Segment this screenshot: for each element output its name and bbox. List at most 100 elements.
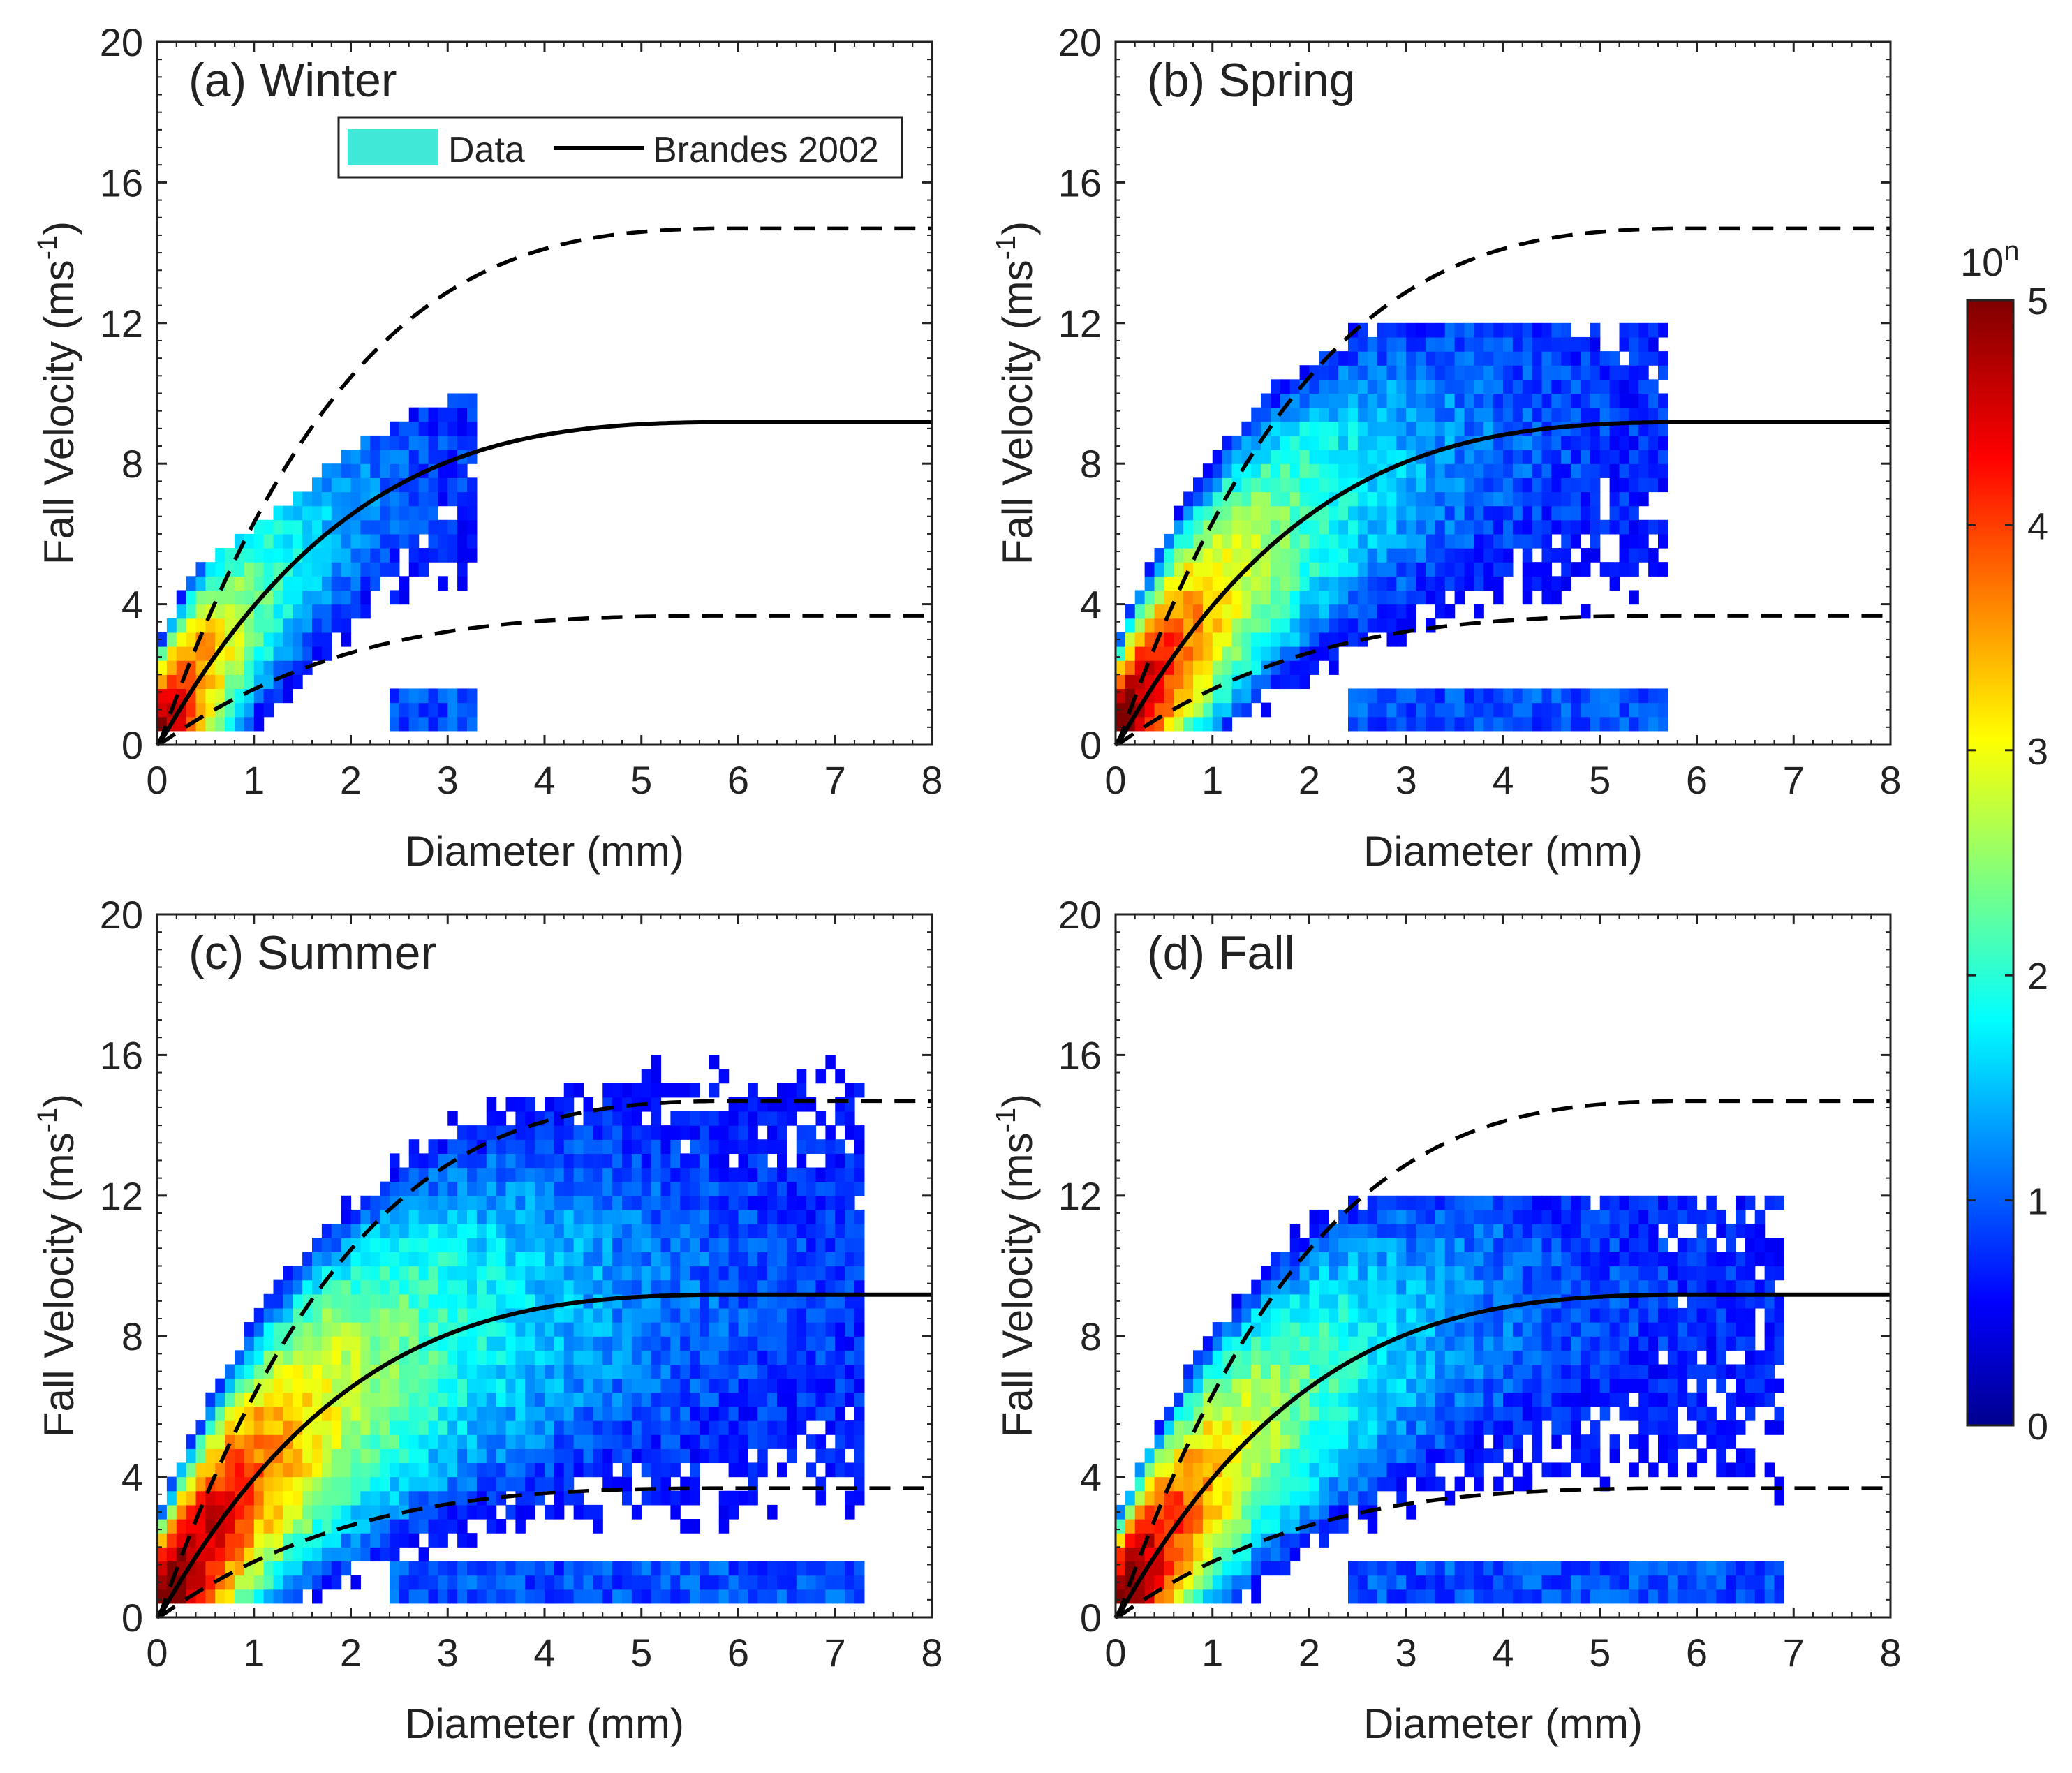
heatmap-cell xyxy=(535,1434,545,1449)
heatmap-cell xyxy=(738,1167,748,1182)
heatmap-cell xyxy=(1357,1392,1368,1407)
heatmap-cell xyxy=(457,1364,468,1379)
heatmap-cell xyxy=(700,1181,710,1196)
heatmap-cell xyxy=(1309,646,1319,661)
heatmap-cell xyxy=(1454,1238,1465,1252)
x-tick-label: 2 xyxy=(1298,758,1320,802)
heatmap-cell xyxy=(1541,562,1552,577)
heatmap-cell xyxy=(525,1181,535,1196)
heatmap-cell xyxy=(1319,562,1329,577)
heatmap-cell xyxy=(1464,1561,1474,1576)
heatmap-cell xyxy=(1648,519,1659,535)
heatmap-cell xyxy=(1329,1279,1339,1295)
heatmap-cell xyxy=(1406,590,1416,605)
heatmap-cell xyxy=(418,1392,429,1407)
heatmap-cell xyxy=(1386,1224,1397,1238)
heatmap-cell xyxy=(1590,533,1601,549)
heatmap-cell xyxy=(1309,1434,1319,1449)
heatmap-cell xyxy=(660,1139,671,1154)
heatmap-cell xyxy=(583,1434,593,1449)
heatmap-cell xyxy=(515,1181,526,1196)
heatmap-cell xyxy=(622,1378,632,1393)
heatmap-cell xyxy=(1406,688,1416,704)
heatmap-cell xyxy=(273,1350,283,1365)
heatmap-cell xyxy=(738,1575,748,1590)
heatmap-cell xyxy=(1581,548,1591,563)
heatmap-cell xyxy=(631,1378,642,1393)
heatmap-cell xyxy=(622,1111,632,1126)
heatmap-cell xyxy=(1125,604,1136,619)
heatmap-cell xyxy=(1426,590,1436,605)
heatmap-cell xyxy=(690,1322,700,1337)
heatmap-cell xyxy=(815,1224,826,1238)
heatmap-cell xyxy=(748,1322,758,1337)
heatmap-cell xyxy=(1493,688,1504,704)
heatmap-cell xyxy=(1202,1378,1213,1393)
heatmap-cell xyxy=(1319,1504,1329,1520)
heatmap-cell xyxy=(331,1238,342,1252)
heatmap-cell xyxy=(1377,1209,1388,1224)
heatmap-cell xyxy=(690,1575,700,1590)
heatmap-cell xyxy=(825,1392,836,1407)
heatmap-cell xyxy=(1464,1392,1474,1407)
x-tick-label: 7 xyxy=(1783,758,1805,802)
heatmap-cell xyxy=(651,1083,662,1098)
heatmap-cell xyxy=(1386,1266,1397,1281)
heatmap-cell xyxy=(1357,1224,1368,1238)
heatmap-cell xyxy=(467,1279,478,1295)
heatmap-cell xyxy=(767,1125,778,1140)
heatmap-cell xyxy=(1319,576,1329,591)
heatmap-cell xyxy=(273,632,283,647)
heatmap-cell xyxy=(438,1322,448,1337)
heatmap-cell xyxy=(1638,491,1649,507)
heatmap-cell xyxy=(1338,393,1349,408)
heatmap-cell xyxy=(1435,379,1446,394)
heatmap-cell xyxy=(1174,505,1184,521)
heatmap-cell xyxy=(1454,519,1465,535)
heatmap-cell xyxy=(1367,702,1378,718)
heatmap-cell xyxy=(496,1224,507,1238)
heatmap-cell xyxy=(825,1195,836,1210)
heatmap-cell xyxy=(583,1420,593,1435)
heatmap-cell xyxy=(777,1083,787,1098)
heatmap-cell xyxy=(835,1181,845,1196)
heatmap-cell xyxy=(1396,1266,1407,1281)
heatmap-cell xyxy=(457,1125,468,1140)
heatmap-cell xyxy=(1532,477,1543,493)
heatmap-cell xyxy=(253,660,265,675)
heatmap-cell xyxy=(390,1266,400,1281)
heatmap-cell xyxy=(1271,1364,1281,1379)
heatmap-cell xyxy=(1261,393,1271,408)
heatmap-cell xyxy=(428,505,438,521)
heatmap-cell xyxy=(777,1224,787,1238)
heatmap-cell xyxy=(1435,407,1446,422)
heatmap-cell xyxy=(1464,421,1474,436)
heatmap-cell xyxy=(835,1589,845,1604)
heatmap-cell xyxy=(612,1307,623,1323)
heatmap-cell xyxy=(157,1561,168,1576)
heatmap-cell xyxy=(709,1153,720,1169)
heatmap-cell xyxy=(777,1238,787,1252)
heatmap-cell xyxy=(1416,1307,1426,1323)
heatmap-cell xyxy=(1503,491,1514,507)
heatmap-cell xyxy=(476,1448,487,1464)
heatmap-cell xyxy=(321,1533,332,1548)
heatmap-cell xyxy=(1474,407,1484,422)
heatmap-cell xyxy=(651,1097,662,1112)
heatmap-cell xyxy=(593,1307,603,1323)
heatmap-cell xyxy=(486,1519,497,1534)
heatmap-cell xyxy=(612,1575,623,1590)
heatmap-cell xyxy=(1406,1336,1416,1351)
heatmap-cell xyxy=(1377,1279,1388,1295)
heatmap-cell xyxy=(593,1139,603,1154)
heatmap-cell xyxy=(602,1224,613,1238)
heatmap-cell xyxy=(215,590,225,605)
heatmap-cell xyxy=(1174,590,1184,605)
heatmap-cell xyxy=(525,1322,535,1337)
heatmap-cell xyxy=(428,407,438,422)
heatmap-cell xyxy=(1193,562,1204,577)
heatmap-cell xyxy=(283,604,293,619)
heatmap-cell xyxy=(1357,702,1368,718)
heatmap-cell xyxy=(341,1533,352,1548)
heatmap-cell xyxy=(1280,1293,1291,1309)
